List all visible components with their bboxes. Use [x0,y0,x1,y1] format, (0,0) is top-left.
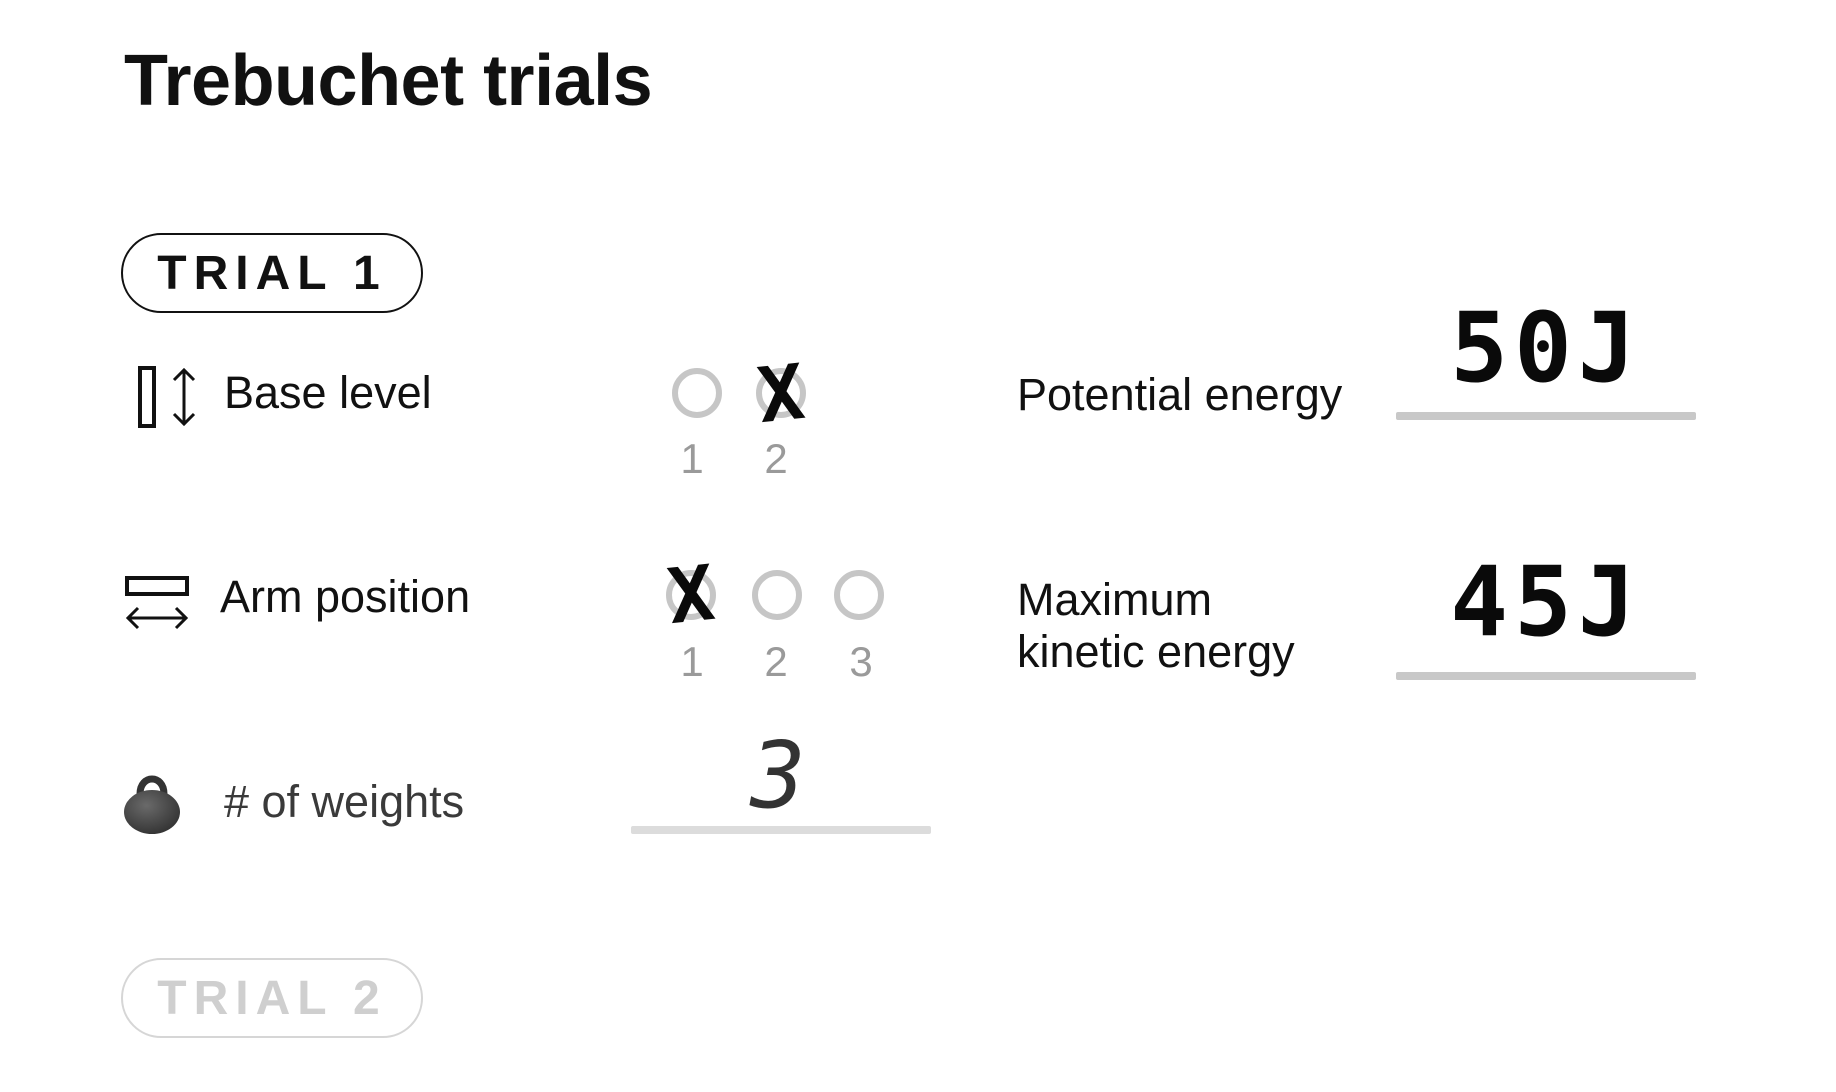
arm-position-radio-2[interactable] [752,570,802,620]
arm-position-icon [125,576,189,630]
arm-position-option-2: 2 [764,638,788,685]
page-title: Trebuchet trials [124,41,653,121]
base-level-radio-2[interactable] [756,368,806,418]
arm-position-option-1: 1 [680,638,704,685]
potential-energy-input-line[interactable] [1396,412,1696,420]
tab-trial-1[interactable]: TRIAL 1 [121,233,423,313]
base-level-icon [138,366,196,428]
potential-energy-label: Potential energy [1017,369,1343,420]
arm-position-radio-1[interactable] [666,570,716,620]
max-kinetic-energy-label-line-2: kinetic energy [1017,626,1295,677]
arm-position-option-3: 3 [849,638,873,685]
base-level-label: Base level [224,367,432,418]
max-kinetic-energy-label-line-1: Maximum [1017,574,1213,625]
max-kinetic-energy-input-line[interactable] [1396,672,1696,680]
weights-label: # of weights [224,776,465,827]
weight-icon [124,775,180,834]
arm-position-selected-mark: X [663,547,719,642]
potential-energy-value[interactable]: 50J [1450,292,1642,404]
max-kinetic-energy-value[interactable]: 45J [1450,546,1642,658]
base-level-selected-mark: X [753,346,809,441]
weights-input-line[interactable] [631,826,931,834]
base-level-radio-1[interactable] [672,368,722,418]
weights-value[interactable]: 3 [750,722,812,829]
tab-trial-2[interactable]: TRIAL 2 [121,958,423,1038]
base-level-option-1: 1 [680,435,704,482]
base-level-option-2: 2 [764,435,788,482]
arm-position-radio-3[interactable] [834,570,884,620]
arm-position-label: Arm position [220,571,471,622]
